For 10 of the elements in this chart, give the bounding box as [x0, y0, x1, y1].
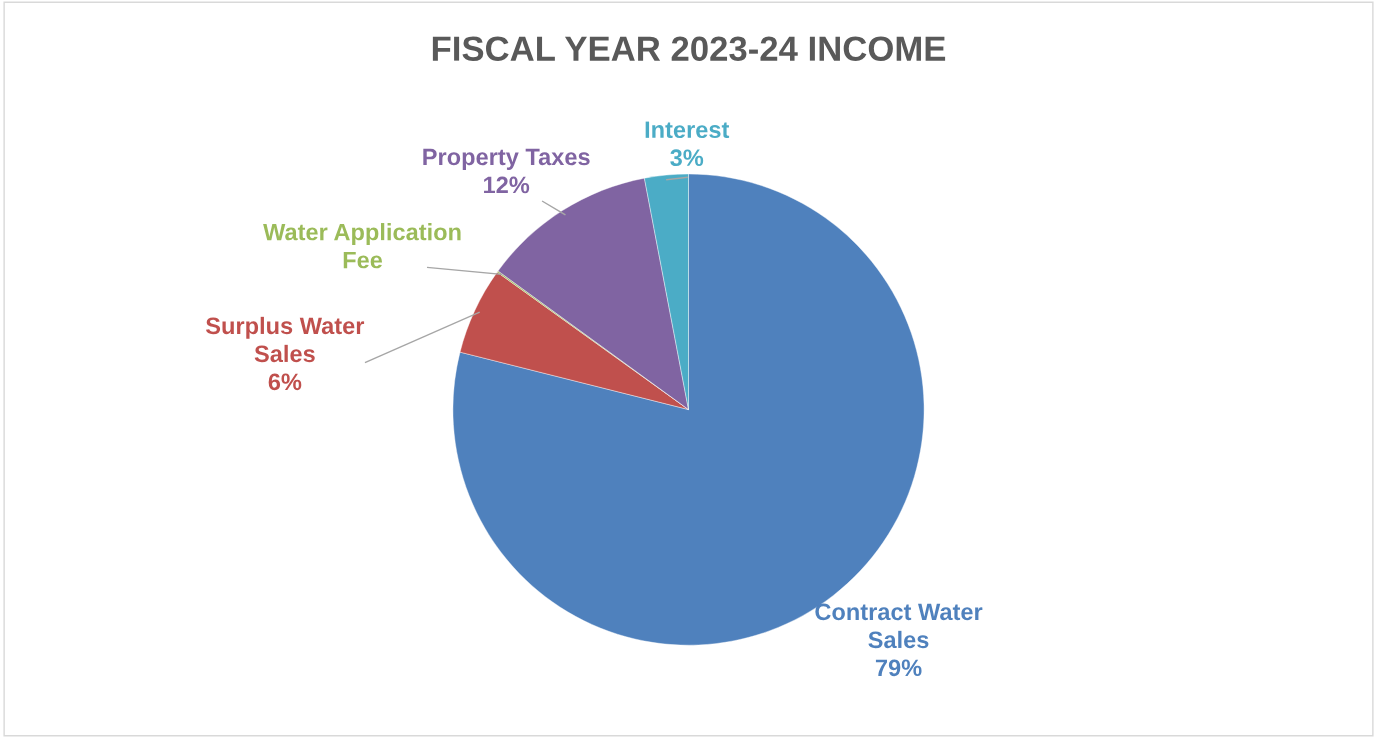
slice-label: Contract Water Sales: [815, 603, 983, 649]
slice-label: Property Taxes: [423, 148, 590, 170]
chart-title: FISCAL YEAR 2023-24 INCOME: [432, 36, 946, 62]
data-label: 12%: [484, 176, 530, 194]
slice-label: Interest: [645, 121, 730, 139]
data-label: 6%: [268, 373, 302, 391]
data-label: 79%: [875, 659, 922, 677]
data-label: 3%: [670, 149, 704, 167]
slice-label: Water Application Fee: [263, 223, 461, 269]
slice-label: Surplus Water Sales: [205, 316, 365, 363]
